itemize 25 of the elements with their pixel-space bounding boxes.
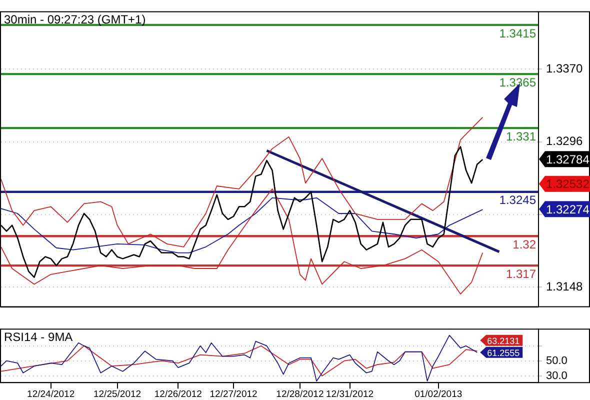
ref-line-label: 1.32 [512,237,536,252]
data-label: 61.2555 [487,348,520,358]
x-tick-label: 01/02/2013 [414,388,462,400]
y-tick-label: 1.32274 [546,202,590,216]
ref-line-label: 1.317 [506,266,536,281]
y-tick-label: 30.0 [546,370,568,382]
y-tick-label: 1.3148 [546,279,584,294]
ref-line-label: 1.3245 [499,193,536,208]
y-tick-label: 1.3296 [546,134,584,148]
x-tick-label: 12/26/2012 [154,388,202,400]
x-tick-label: 12/27/2012 [210,388,258,400]
x-tick-label: 12/24/2012 [27,388,75,400]
y-tick-label: 1.32532 [546,177,590,192]
data-label: 63.2131 [487,336,520,346]
ref-line-label: 1.3415 [499,26,536,40]
x-tick-label: 12/25/2012 [93,388,142,400]
y-tick-label: 50.0 [546,354,568,367]
y-tick-label: 1.32784 [546,152,590,166]
chart-title: 30min - 09:27:23 (GMT+1) [4,12,146,27]
ref-line-label: 1.331 [506,129,536,144]
x-tick-label: 12/31/2012 [326,388,374,400]
y-tick-label: 1.3370 [546,61,584,76]
ref-line-label: 1.3365 [499,75,536,90]
x-tick-label: 12/28/2012 [276,388,324,400]
chart-title: RSI14 - 9MA [4,330,73,344]
